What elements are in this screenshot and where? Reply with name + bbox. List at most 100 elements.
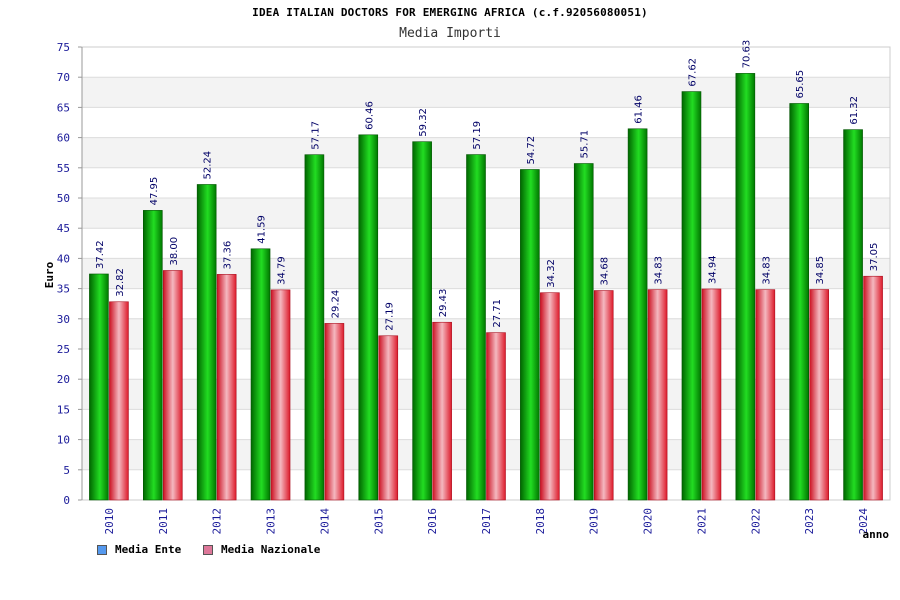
bar-media-nazionale	[809, 289, 830, 501]
value-label-media-ente: 55.71	[580, 130, 591, 159]
grid-bands	[82, 77, 890, 470]
grid-band	[82, 258, 890, 289]
x-tick-label: 2020	[642, 508, 655, 535]
x-tick-label: 2013	[265, 508, 278, 535]
bar-media-ente	[735, 73, 756, 501]
bar-media-ente	[89, 273, 109, 501]
y-tick-label: 15	[57, 403, 70, 416]
value-label-media-ente: 61.32	[849, 96, 860, 125]
legend-swatch-ente	[97, 544, 107, 555]
y-tick-label: 50	[57, 192, 70, 205]
y-tick-label: 20	[57, 373, 70, 386]
value-label-media-ente: 41.59	[257, 215, 268, 244]
legend-label-ente: Media Ente	[115, 543, 182, 556]
value-label-media-nazionale: 34.83	[654, 256, 665, 285]
bar-media-ente	[681, 91, 702, 501]
bar-media-nazionale	[109, 301, 129, 501]
axes	[78, 46, 891, 501]
bar-media-ente	[466, 154, 486, 501]
bar-media-nazionale	[647, 289, 668, 501]
x-tick-label: 2024	[857, 508, 870, 535]
value-label-media-nazionale: 34.83	[761, 256, 772, 285]
x-tick-label: 2023	[803, 508, 816, 535]
value-label-media-nazionale: 34.79	[277, 256, 288, 285]
bar-media-ente	[304, 154, 325, 501]
grid-band	[82, 137, 890, 168]
value-label-media-ente: 65.65	[795, 70, 806, 99]
value-label-media-nazionale: 34.85	[815, 256, 826, 285]
bar-media-nazionale	[163, 270, 183, 501]
grid-band	[82, 318, 890, 349]
grid-band	[82, 379, 890, 410]
value-label-media-nazionale: 34.68	[600, 257, 611, 286]
bar-media-ente	[196, 184, 217, 501]
y-tick-label: 30	[57, 313, 70, 326]
bar-media-nazionale	[593, 290, 614, 501]
chart-title: IDEA ITALIAN DOCTORS FOR EMERGING AFRICA…	[252, 6, 648, 19]
bar-media-nazionale	[863, 275, 883, 501]
legend-swatch-nazionale	[203, 544, 213, 555]
x-tick-label: 2021	[695, 508, 708, 535]
value-label-media-nazionale: 38.00	[169, 237, 180, 266]
bar-media-ente	[412, 141, 432, 501]
grid-band	[82, 439, 890, 470]
x-tick-label: 2016	[426, 508, 439, 535]
bar-media-nazionale	[432, 321, 452, 501]
value-label-media-nazionale: 32.82	[115, 268, 126, 297]
y-tick-label: 75	[57, 41, 70, 54]
value-label-media-ente: 52.24	[203, 151, 214, 180]
bar-media-ente	[250, 248, 271, 501]
value-label-media-ente: 59.32	[418, 108, 429, 137]
bar-media-nazionale	[701, 288, 722, 501]
x-axis-label: anno	[863, 528, 890, 541]
bar-media-nazionale	[540, 292, 560, 501]
y-tick-label: 55	[57, 162, 70, 175]
bar-media-nazionale	[755, 289, 776, 501]
value-label-media-nazionale: 27.19	[384, 302, 395, 331]
value-label-media-nazionale: 29.24	[330, 290, 341, 319]
legend-label-nazionale: Media Nazionale	[221, 543, 321, 556]
value-label-media-ente: 54.72	[526, 136, 537, 165]
bar-media-nazionale	[324, 323, 345, 501]
bar-media-ente	[627, 128, 648, 501]
y-tick-label: 25	[57, 343, 70, 356]
bar-media-nazionale	[216, 274, 237, 501]
x-tick-label: 2014	[318, 508, 331, 535]
bar-media-ente	[520, 169, 540, 501]
x-tick-label: 2011	[157, 508, 170, 535]
grid-band	[82, 198, 890, 229]
y-axis-label: Euro	[43, 261, 56, 288]
bar-media-ente	[573, 163, 594, 501]
bar-media-ente	[789, 103, 810, 501]
value-label-media-nazionale: 34.32	[546, 259, 557, 288]
bar-media-nazionale	[378, 335, 399, 501]
value-label-media-ente: 70.63	[741, 40, 752, 69]
y-tick-label: 35	[57, 283, 70, 296]
y-tick-label: 60	[57, 132, 70, 145]
y-tick-label: 10	[57, 434, 70, 447]
value-label-media-ente: 57.17	[310, 121, 321, 150]
value-label-media-ente: 57.19	[472, 121, 483, 150]
value-label-media-nazionale: 37.05	[869, 243, 880, 272]
chart-subtitle: Media Importi	[399, 26, 501, 41]
y-tick-labels: 0 5 10 15 20 25 30 35 40 45 50 55 60 65 70 75	[57, 41, 70, 507]
y-tick-label: 40	[57, 252, 70, 265]
legend-item-nazionale: Media Nazionale	[203, 543, 320, 556]
x-tick-label: 2015	[372, 508, 385, 535]
value-label-media-nazionale: 27.71	[492, 299, 503, 328]
x-tick-label: 2017	[480, 508, 493, 535]
value-labels: 37.42 32.82 47.95 38.00 52.24 37.36 41.59 34.79…	[95, 40, 880, 331]
x-tick-label: 2010	[103, 508, 116, 535]
x-tick-label: 2019	[588, 508, 601, 535]
x-tick-label: 2018	[534, 508, 547, 535]
y-tick-label: 70	[57, 71, 70, 84]
value-label-media-nazionale: 34.94	[707, 255, 718, 284]
x-tick-labels: 2010 2011 2012 2013 2014 2015 2016 2017 2018 2019…	[103, 508, 870, 535]
value-label-media-ente: 61.46	[634, 95, 645, 124]
y-tick-label: 65	[57, 101, 70, 114]
grid-band	[82, 77, 890, 108]
x-tick-label: 2022	[749, 508, 762, 535]
value-label-media-nazionale: 29.43	[438, 289, 449, 318]
bars	[89, 73, 883, 501]
